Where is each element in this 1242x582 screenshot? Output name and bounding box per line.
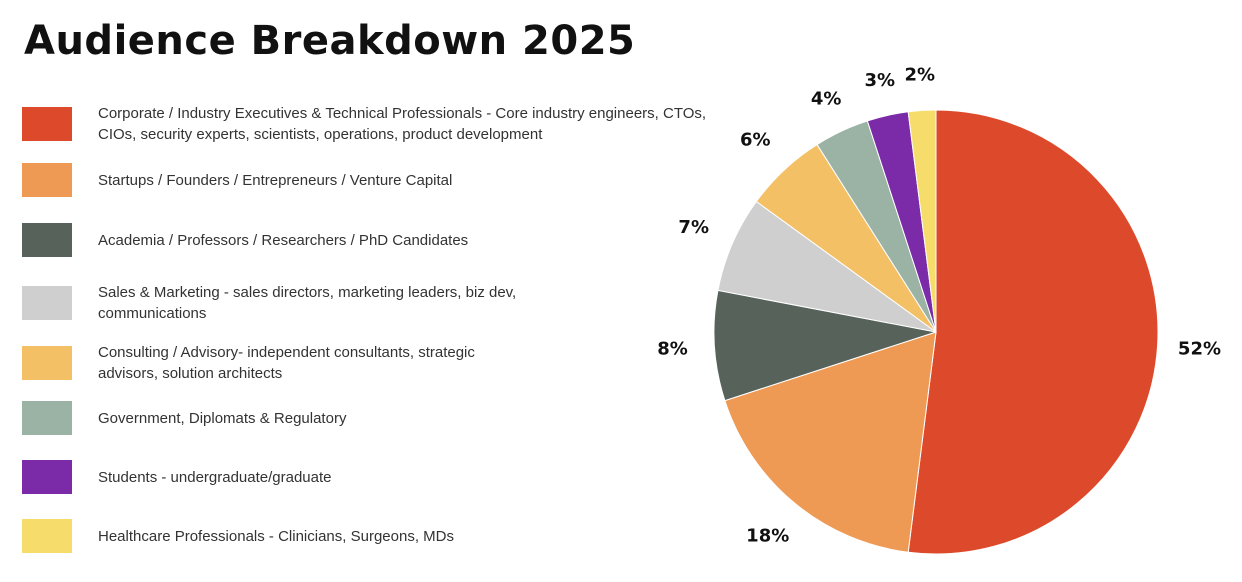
- slice-label: 18%: [746, 525, 789, 546]
- legend-swatch: [22, 519, 72, 553]
- legend-item: Corporate / Industry Executives & Techni…: [22, 103, 748, 145]
- slice-label: 2%: [905, 65, 936, 86]
- pie-slice: [724, 331, 937, 553]
- legend-swatch: [22, 286, 72, 320]
- slice-label: 7%: [678, 217, 709, 238]
- legend-label: Healthcare Professionals - Clinicians, S…: [98, 527, 454, 545]
- legend-label: Corporate / Industry Executives & Techni…: [98, 105, 707, 143]
- slice-label: 6%: [740, 130, 771, 151]
- legend-swatch: [22, 460, 72, 494]
- legend-label: Academia / Professors / Researchers / Ph…: [98, 231, 469, 249]
- slice-label: 4%: [811, 89, 842, 110]
- legend-label: Startups / Founders / Entrepreneurs / Ve…: [98, 171, 453, 189]
- legend-label: Government, Diplomats & Regulatory: [98, 409, 347, 427]
- legend-label: Sales & Marketing - sales directors, mar…: [98, 284, 517, 322]
- legend-swatch: [22, 107, 72, 141]
- legend-swatch: [22, 163, 72, 197]
- legend-label: Students - undergraduate/graduate: [98, 468, 332, 486]
- legend-item: Consulting / Advisory- independent consu…: [22, 342, 518, 384]
- legend-item: Sales & Marketing - sales directors, mar…: [22, 282, 518, 324]
- slice-label: 3%: [864, 70, 895, 91]
- slice-label: 52%: [1178, 339, 1221, 360]
- legend-label: Consulting / Advisory- independent consu…: [98, 344, 475, 382]
- legend-swatch: [22, 223, 72, 257]
- legend-item: Startups / Founders / Entrepreneurs / Ve…: [22, 163, 458, 197]
- slice-label: 8%: [657, 339, 688, 360]
- legend-item: Healthcare Professionals - Clinicians, S…: [22, 519, 718, 553]
- legend-item: Students - undergraduate/graduate: [22, 460, 718, 494]
- legend-item: Government, Diplomats & Regulatory: [22, 401, 718, 435]
- pie-slice: [907, 109, 1159, 555]
- pie-slice: [713, 289, 937, 402]
- legend-item: Academia / Professors / Researchers / Ph…: [22, 223, 718, 257]
- pie-slice: [907, 109, 937, 333]
- legend-swatch: [22, 346, 72, 380]
- chart-title: Audience Breakdown 2025: [24, 18, 636, 64]
- legend-swatch: [22, 401, 72, 435]
